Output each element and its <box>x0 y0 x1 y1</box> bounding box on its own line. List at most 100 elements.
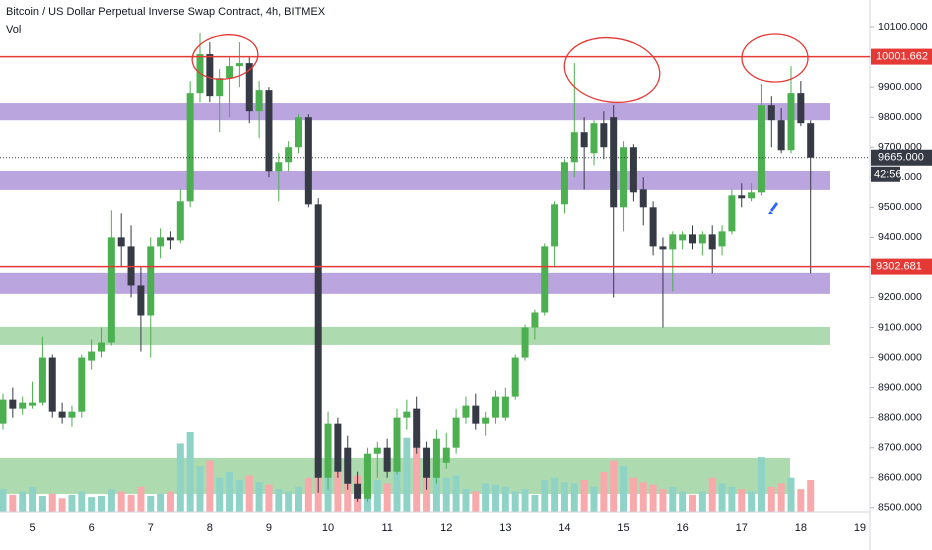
volume-bar <box>698 491 706 512</box>
candle-body <box>285 147 293 163</box>
x-tick-label: 12 <box>440 522 452 534</box>
volume-bar <box>98 496 105 512</box>
candle-body <box>501 396 509 418</box>
volume-bar <box>620 466 628 512</box>
volume-bar <box>551 477 559 512</box>
volume-bar <box>9 494 17 512</box>
candle-body <box>639 189 647 208</box>
volume-bar <box>344 468 352 512</box>
volume-bar <box>580 480 588 512</box>
volume-bar <box>166 491 174 512</box>
volume-bar <box>610 460 618 512</box>
volume-bar <box>393 449 401 512</box>
plot-area <box>0 33 830 512</box>
candle-body <box>373 447 381 454</box>
volume-bar <box>777 483 785 512</box>
volume-bar <box>738 489 746 512</box>
volume-bar <box>226 472 234 512</box>
volume-bar <box>767 486 775 512</box>
candle-body <box>708 234 716 250</box>
volume-bar <box>748 491 756 512</box>
volume-bar <box>127 494 135 512</box>
y-tick-label: 10100.000 <box>878 21 928 33</box>
y-tick-label: 8700.000 <box>878 441 922 453</box>
volume-bar <box>590 486 598 512</box>
candle-body <box>19 402 27 409</box>
volume-bar <box>285 491 293 512</box>
volume-bar <box>432 466 440 512</box>
x-tick-label: 17 <box>736 522 748 534</box>
volume-bar <box>787 477 795 512</box>
candle-body <box>9 399 17 409</box>
x-tick-label: 8 <box>207 522 213 534</box>
x-tick-label: 6 <box>89 522 95 534</box>
volume-bar <box>88 497 96 512</box>
x-tick-label: 7 <box>148 522 154 534</box>
candle-body <box>176 201 184 241</box>
volume-bar <box>295 486 302 512</box>
y-tick-label: 9500.000 <box>878 201 922 213</box>
volume-bar <box>728 486 736 512</box>
volume-bar <box>275 489 283 512</box>
volume-bar <box>245 475 253 512</box>
volume-bar <box>147 496 155 512</box>
candle-body <box>38 357 46 403</box>
volume-bar <box>757 457 765 512</box>
y-tick-label: 9400.000 <box>878 231 922 243</box>
candle-body <box>610 117 618 208</box>
volume-bar <box>560 482 568 512</box>
x-tick-label: 18 <box>795 522 807 534</box>
zone <box>0 272 830 294</box>
volume-bar <box>304 477 312 512</box>
candle-body <box>767 105 775 121</box>
volume-bar <box>157 493 165 512</box>
chart-title: Bitcoin / US Dollar Perpetual Inverse Sw… <box>6 6 326 18</box>
candle-body <box>807 123 815 158</box>
candle-body <box>432 438 440 478</box>
candle-body <box>738 195 746 199</box>
volume-bar <box>482 483 490 512</box>
level-label: 9302.681 <box>876 261 922 273</box>
y-tick-label: 8500.000 <box>878 502 922 514</box>
candle-body <box>295 117 302 148</box>
volume-bar <box>383 483 391 512</box>
y-tick-label: 9000.000 <box>878 351 922 363</box>
volume-bar <box>78 491 86 512</box>
volume-bar <box>689 494 696 512</box>
candle-body <box>679 234 687 241</box>
volume-bar <box>679 491 687 512</box>
candle-body <box>669 234 677 250</box>
volume-bar <box>48 493 56 512</box>
x-tick-label: 19 <box>854 522 866 534</box>
y-tick-label: 9200.000 <box>878 291 922 303</box>
x-tick-label: 13 <box>499 522 511 534</box>
candle-body <box>718 231 726 247</box>
zone <box>0 326 830 345</box>
volume-bar <box>492 484 499 512</box>
volume-bar <box>403 437 411 512</box>
candle-body <box>511 357 519 397</box>
volume-bar <box>196 466 204 512</box>
candle-body <box>314 204 322 478</box>
level-tag <box>871 48 932 65</box>
annotations <box>191 33 809 104</box>
volume-bar <box>639 482 647 512</box>
candle-body <box>472 405 480 424</box>
candle-body <box>78 357 86 412</box>
volume-bar <box>137 486 145 512</box>
candle-body <box>98 342 105 352</box>
candle-body <box>698 234 706 244</box>
candle-body <box>452 417 460 448</box>
volume-bar <box>462 489 470 512</box>
volume-bar <box>452 475 460 512</box>
y-tick-label: 9800.000 <box>878 111 922 123</box>
candle-body <box>304 117 312 205</box>
volume-bar <box>58 498 66 512</box>
candle-body <box>137 285 145 316</box>
candle-body <box>492 396 499 418</box>
volume-bar <box>0 489 7 512</box>
x-tick-label: 11 <box>381 522 392 534</box>
timer-label: 42:56 <box>874 169 902 181</box>
volume-bar <box>19 491 27 512</box>
volume-bar <box>334 472 342 512</box>
